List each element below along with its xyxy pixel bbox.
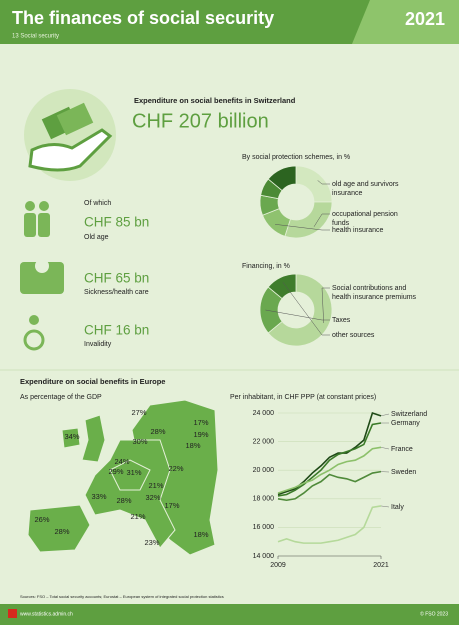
title: The finances of social security [12,8,274,28]
map-label: 28% [116,496,131,505]
map-label: 29% [108,467,123,476]
amount: CHF 85 bn [84,215,149,230]
amount: CHF 16 bn [84,323,149,338]
map-label: 22% [168,464,183,473]
map-label: 23% [144,538,159,547]
pie-label-line: occupational pension [332,211,398,218]
map-label: 33% [91,492,106,501]
y-tick-label: 14 000 [253,553,275,560]
series-label: Germany [391,420,420,427]
chart-title: Financing, in % [242,263,290,270]
pie-label: health insurance [332,227,383,234]
section-title: Expenditure on social benefits in Switze… [134,96,296,105]
map-label: 19% [193,430,208,439]
map-label: 27% [131,408,146,417]
map-label: 32% [145,493,160,502]
map-label: 28% [54,527,69,536]
total: CHF 207 billion [132,110,269,132]
pie-label: Taxes [332,317,351,324]
copyright: © FSO 2023 [420,610,448,617]
y-tick-label: 22 000 [253,438,275,445]
map-label: 21% [130,512,145,521]
y-tick-label: 16 000 [253,524,275,531]
item-label: Sickness/health care [84,289,149,296]
map-label: 24% [114,457,129,466]
map-label: 26% [34,515,49,524]
health-icon [20,259,64,294]
map-label: 17% [164,501,179,510]
sources: Sources: FSO – Total social security acc… [20,594,224,599]
section-title: Expenditure on social benefits in Europe [20,377,165,386]
y-tick-label: 18 000 [253,496,275,503]
item-label: Invalidity [84,341,112,348]
swiss-flag [8,609,17,618]
subtitle: 13 Social security [12,34,59,40]
pie-label-line: old age and survivors [332,181,399,188]
pie-label-line: funds [332,220,350,227]
map-label: 31% [126,468,141,477]
chart-title: Per inhabitant, in CHF PPP (at constant … [230,394,376,401]
map-label: 30% [132,437,147,446]
chart-title: By social protection schemes, in % [242,154,350,161]
amount: CHF 65 bn [84,271,149,286]
y-tick-label: 24 000 [253,410,275,417]
map-title: As percentage of the GDP [20,394,102,401]
pie-label-line: insurance [332,190,362,197]
map-label: 18% [193,530,208,539]
pie-label: other sources [332,332,375,339]
item-label: Old age [84,234,109,241]
map-label: 28% [150,427,165,436]
map-label: 17% [193,418,208,427]
pie-label-line: health insurance premiums [332,294,417,301]
site[interactable]: www.statistics.admin.ch [20,611,73,617]
of-which: Of which [84,200,111,207]
pie-label-line: Social contributions and [332,285,406,292]
series-label: Italy [391,504,404,511]
y-tick-label: 20 000 [253,467,275,474]
year: 2021 [405,9,445,29]
map-label: 18% [185,441,200,450]
map-label: 21% [148,481,163,490]
x-tick-label: 2021 [373,562,389,569]
x-tick-label: 2009 [270,562,286,569]
series-label: France [391,446,413,453]
map-label: 34% [64,432,79,441]
series-label: Sweden [391,469,416,476]
series-label: Switzerland [391,411,427,418]
